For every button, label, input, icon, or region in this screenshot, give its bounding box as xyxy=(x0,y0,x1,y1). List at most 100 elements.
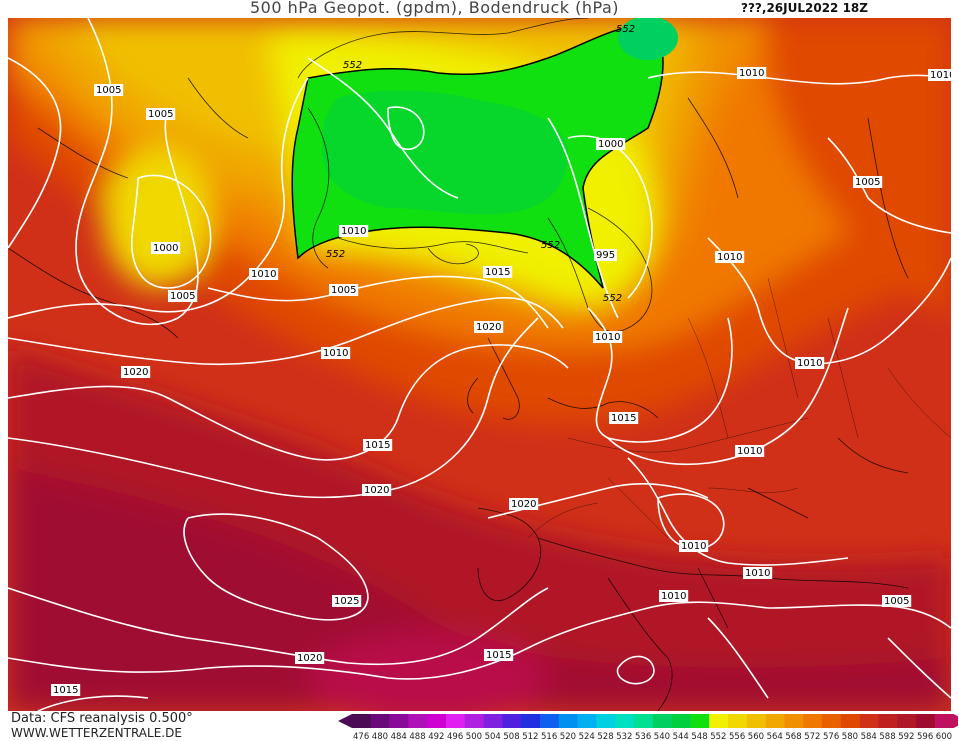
legend-arrow-right xyxy=(953,714,958,728)
isobar-label-box xyxy=(329,284,359,296)
geopotential-label: 552 xyxy=(343,60,362,71)
isobar-label-box xyxy=(362,484,392,496)
isobar-label-box xyxy=(509,498,539,510)
isobar-label: 1025 xyxy=(334,596,359,607)
isobar-label-box xyxy=(928,69,951,81)
legend-label: 484 xyxy=(391,732,407,741)
legend-label: 576 xyxy=(823,732,839,741)
legend-swatch xyxy=(521,714,541,728)
isobar-label: 1015 xyxy=(485,267,510,278)
isobar-label: 1015 xyxy=(53,685,78,696)
isobar-label: 1010 xyxy=(797,358,822,369)
legend-arrow-left xyxy=(338,714,352,728)
legend-label: 536 xyxy=(635,732,651,741)
isobar-label: 1010 xyxy=(251,269,276,280)
legend-label: 520 xyxy=(560,732,576,741)
legend-swatch xyxy=(878,714,898,728)
isobar-label: 1010 xyxy=(739,68,764,79)
legend-swatch xyxy=(502,714,522,728)
legend-swatch xyxy=(389,714,409,728)
legend-swatch xyxy=(765,714,785,728)
legend-label: 584 xyxy=(861,732,877,741)
legend-label: 524 xyxy=(579,732,595,741)
legend-label: 588 xyxy=(879,732,895,741)
isobar-label-box xyxy=(715,251,745,263)
isobar-label-box xyxy=(168,290,198,302)
isobar-label: 1020 xyxy=(511,499,536,510)
isobar-label-box xyxy=(737,67,767,79)
legend-swatch xyxy=(408,714,428,728)
legend-label: 564 xyxy=(767,732,783,741)
isobar-label: 1005 xyxy=(170,291,195,302)
isobar-label-box xyxy=(332,595,362,607)
legend-swatch xyxy=(671,714,691,728)
legend-swatch xyxy=(615,714,635,728)
geopotential-labels: 552 552 552 552 552 xyxy=(326,24,635,304)
isobar-label: 1015 xyxy=(611,413,636,424)
isobar-label: 1010 xyxy=(341,226,366,237)
legend-label: 548 xyxy=(691,732,707,741)
legend-swatch xyxy=(934,714,954,728)
legend-label: 552 xyxy=(710,732,726,741)
legend-swatch xyxy=(859,714,879,728)
isobar-label: 1010 xyxy=(595,332,620,343)
legend-label: 516 xyxy=(541,732,557,741)
isobar-label-box xyxy=(146,108,176,120)
coastlines xyxy=(8,18,909,711)
legend-label: 592 xyxy=(898,732,914,741)
isobar-label: 1010 xyxy=(661,591,686,602)
legend-label: 532 xyxy=(616,732,632,741)
legend-label: 600 xyxy=(936,732,952,741)
isobar-label: 1010 xyxy=(930,70,951,81)
isobar-label: 995 xyxy=(596,250,615,261)
geopotential-label: 552 xyxy=(541,240,560,251)
legend-swatch xyxy=(540,714,560,728)
isobar-label-box xyxy=(51,684,81,696)
datestamp: ???,26JUL2022 18Z xyxy=(741,1,868,15)
legend-label: 540 xyxy=(654,732,670,741)
legend-swatch xyxy=(483,714,503,728)
legend-swatch xyxy=(558,714,578,728)
legend-swatch xyxy=(370,714,390,728)
isobar-label-box xyxy=(484,649,514,661)
isobar-label: 1020 xyxy=(476,322,501,333)
legend-label: 528 xyxy=(597,732,613,741)
isobar-label: 1010 xyxy=(745,568,770,579)
isobar-label-box xyxy=(295,652,325,664)
isobar-label: 1020 xyxy=(297,653,322,664)
isobar-label-box xyxy=(121,366,151,378)
isobar-label: 1005 xyxy=(148,109,173,120)
legend-label: 480 xyxy=(372,732,388,741)
isobar-labels: 1005 1005 1000 1005 1010 1005 1010 1010 1015 1000… xyxy=(51,67,951,696)
legend-swatch xyxy=(822,714,842,728)
chart-title: 500 hPa Geopot. (gpdm), Bodendruck (hPa) xyxy=(250,0,620,17)
isobar-label: 1005 xyxy=(884,596,909,607)
geopotential-label: 552 xyxy=(326,249,345,260)
legend-label: 568 xyxy=(785,732,801,741)
isobar-label-box xyxy=(593,331,623,343)
isobar-label: 1000 xyxy=(598,139,623,150)
legend-label: 496 xyxy=(447,732,463,741)
legend-label: 512 xyxy=(522,732,538,741)
isobar-label: 1010 xyxy=(323,348,348,359)
isobar-label-box xyxy=(679,540,709,552)
data-credit: Data: CFS reanalysis 0.500° xyxy=(11,711,193,726)
country-borders xyxy=(527,277,951,539)
legend-swatch xyxy=(728,714,748,728)
isobar-label: 1010 xyxy=(681,541,706,552)
legend-swatch xyxy=(784,714,804,728)
isobar-label-box xyxy=(596,138,626,150)
legend-label: 544 xyxy=(673,732,689,741)
legend-label: 556 xyxy=(729,732,745,741)
legend-label: 488 xyxy=(409,732,425,741)
title-bar: 500 hPa Geopot. (gpdm), Bodendruck (hPa)… xyxy=(0,0,959,18)
footer: Data: CFS reanalysis 0.500° WWW.WETTERZE… xyxy=(0,711,959,741)
isobar-label: 1015 xyxy=(486,650,511,661)
isobar-label-box xyxy=(795,357,825,369)
isobar-label: 1020 xyxy=(123,367,148,378)
isobar-label: 1005 xyxy=(855,177,880,188)
legend-label: 508 xyxy=(503,732,519,741)
legend-swatch xyxy=(596,714,616,728)
isobar-label-box xyxy=(339,225,369,237)
isobar-label-box xyxy=(853,176,883,188)
